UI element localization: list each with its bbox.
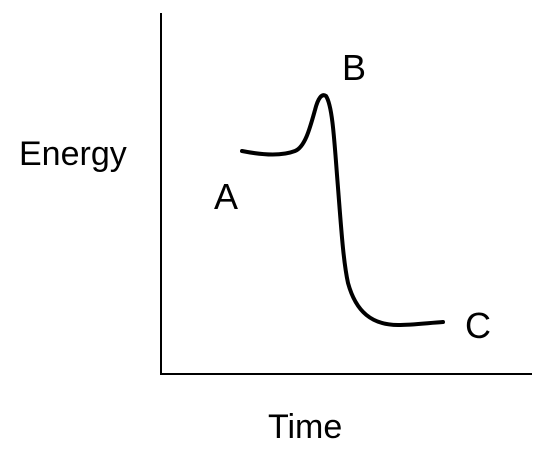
point-b-label: B [342, 47, 366, 88]
energy-curve [240, 93, 445, 327]
y-axis-label: Energy [19, 135, 127, 173]
point-a-label: A [214, 176, 238, 217]
x-axis-label: Time [268, 408, 342, 446]
point-c-label: C [465, 305, 491, 346]
